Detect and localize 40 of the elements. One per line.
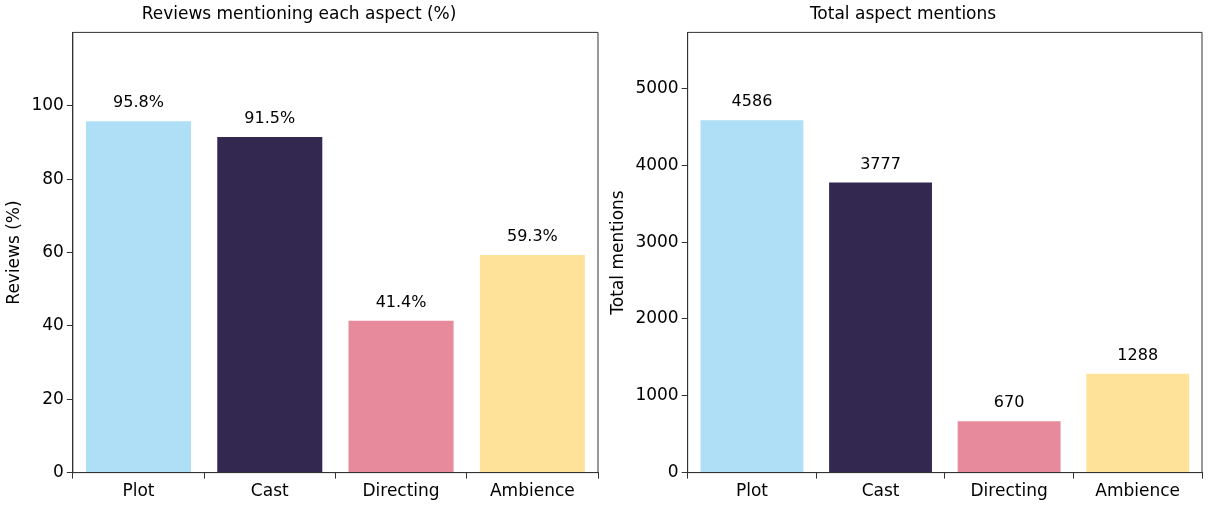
x-tick-label: Directing (362, 480, 440, 501)
y-tick-label: 40 (42, 314, 64, 335)
bar (829, 182, 932, 473)
x-tick-label: Cast (250, 480, 290, 501)
data-label: 95.8% (113, 92, 164, 112)
y-axis-title: Total mentions (606, 190, 627, 316)
bar (479, 255, 585, 473)
data-label: 4586 (731, 91, 773, 111)
chart-title: Reviews mentioning each aspect (%) (141, 2, 457, 23)
bar (1086, 373, 1190, 473)
x-tick-label: Ambience (1095, 480, 1181, 501)
data-label: 3777 (860, 153, 901, 173)
y-tick-label: 80 (42, 167, 64, 188)
y-tick-label: 1000 (635, 384, 679, 405)
x-tick-label: Cast (861, 480, 900, 501)
data-label: 59.3% (506, 226, 558, 246)
data-label: 91.5% (244, 108, 296, 128)
y-tick-label: 2000 (635, 307, 679, 328)
x-tick-label: Plot (735, 480, 769, 501)
y-tick-label: 60 (42, 240, 64, 261)
bar (348, 320, 454, 473)
chart-title: Total aspect mentions (808, 2, 997, 23)
bar (957, 421, 1061, 473)
y-tick-label: 0 (667, 461, 679, 482)
bar (217, 136, 323, 473)
y-tick-label: 5000 (635, 76, 679, 97)
y-axis-title: Reviews (%) (2, 200, 23, 305)
bar (85, 121, 192, 473)
y-tick-label: 3000 (635, 230, 679, 251)
y-tick-label: 0 (53, 461, 64, 482)
y-tick-label: 100 (31, 94, 64, 115)
y-tick-label: 20 (42, 387, 64, 408)
bar (700, 120, 804, 473)
x-tick-label: Plot (122, 480, 155, 501)
x-tick-label: Ambience (489, 480, 575, 501)
data-label: 1288 (1117, 344, 1159, 364)
data-label: 41.4% (375, 291, 427, 311)
x-tick-label: Directing (970, 480, 1048, 501)
data-label: 670 (993, 392, 1025, 412)
y-tick-label: 4000 (635, 153, 679, 174)
